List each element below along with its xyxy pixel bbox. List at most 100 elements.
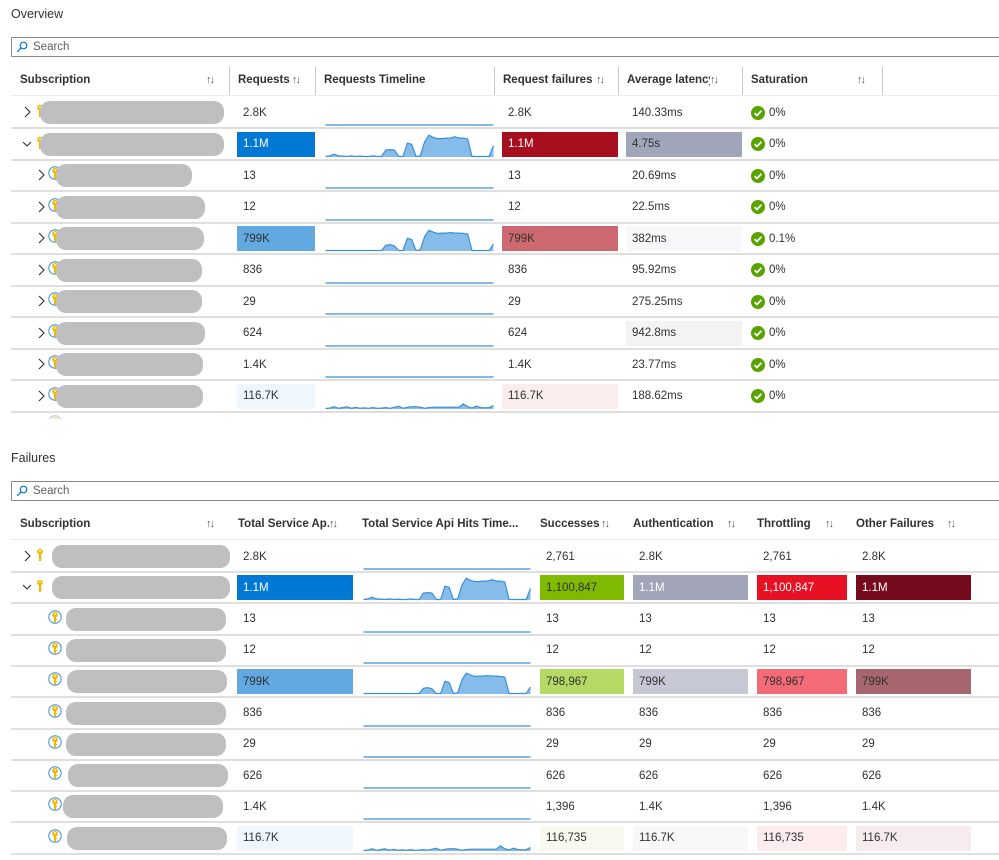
redacted-subscription-name[interactable] <box>66 701 226 725</box>
redacted-subscription-name[interactable] <box>66 607 226 631</box>
column-header-total-service-ap[interactable]: Total Service Ap... ↑↓ <box>229 508 353 539</box>
column-header-subscription[interactable]: Subscription ↑↓ <box>11 508 229 539</box>
sort-icon[interactable]: ↑↓ <box>601 517 610 530</box>
table-row[interactable]: 13 13 20.69ms 0% <box>11 160 999 192</box>
redacted-subscription-name[interactable] <box>52 576 230 600</box>
row-divider <box>11 158 999 161</box>
table-row[interactable]: 2.8K 2.8K 140.33ms 0% <box>11 97 999 129</box>
table-row[interactable]: 836 836 836 836 836 <box>11 698 999 730</box>
successes-value: 12 <box>546 644 559 657</box>
sort-icon[interactable]: ↑↓ <box>857 73 866 86</box>
overview-search-box[interactable] <box>11 37 999 57</box>
column-header-average-latency[interactable]: Average latency ...↑↓ <box>618 64 742 95</box>
column-header-other-failures[interactable]: Other Failures ↑↓ <box>847 508 971 539</box>
table-row[interactable]: 626 626 626 626 626 <box>11 760 999 792</box>
table-row[interactable]: 2.8K 2,761 2.8K 2,761 2.8K <box>11 541 999 573</box>
redacted-subscription-name[interactable] <box>56 353 203 376</box>
failures-search-box[interactable] <box>11 481 999 501</box>
column-resize-handle[interactable] <box>229 67 230 95</box>
sort-icon[interactable]: ↑↓ <box>825 517 834 530</box>
redacted-subscription-name[interactable] <box>40 101 224 124</box>
search-icon <box>12 482 32 500</box>
chevron-right-icon[interactable] <box>36 168 46 182</box>
chevron-right-icon[interactable] <box>36 389 46 403</box>
column-resize-handle[interactable] <box>315 67 316 95</box>
column-header-requests-timeline[interactable]: Requests Timeline <box>315 64 494 95</box>
column-header-requests[interactable]: Requests ↑↓ <box>229 64 315 95</box>
sparkline-area <box>325 134 494 157</box>
column-header-subscription[interactable]: Subscription ↑↓ <box>11 64 229 95</box>
table-row[interactable]: 29 29 275.25ms 0% <box>11 286 999 318</box>
redacted-subscription-name[interactable] <box>56 290 202 313</box>
column-resize-handle[interactable] <box>742 67 743 95</box>
chevron-right-icon[interactable] <box>36 294 46 308</box>
redacted-subscription-name[interactable] <box>40 132 224 156</box>
sort-icon[interactable]: ↑↓ <box>206 517 215 530</box>
column-header-throttling[interactable]: Throttling ↑↓ <box>748 508 847 539</box>
column-header-successes[interactable]: Successes ↑↓ <box>531 508 624 539</box>
request-failures-value: 12 <box>508 201 521 213</box>
chevron-right-icon[interactable] <box>36 231 46 245</box>
redacted-subscription-name[interactable] <box>56 227 204 250</box>
column-header-total-service-api-hits-time[interactable]: Total Service Api Hits Time... <box>353 508 531 539</box>
column-header-request-failures[interactable]: Request failures ↑↓ <box>494 64 618 95</box>
column-resize-handle[interactable] <box>618 67 619 95</box>
redacted-subscription-name[interactable] <box>52 545 230 568</box>
chevron-right-icon[interactable] <box>36 263 46 277</box>
saturation-value: 0% <box>769 390 786 402</box>
check-circle-icon <box>751 326 765 340</box>
table-row[interactable]: 29 29 29 29 29 <box>11 729 999 761</box>
redacted-subscription-name[interactable] <box>66 732 226 756</box>
sort-icon[interactable]: ↑↓ <box>292 73 301 86</box>
table-row[interactable]: 836 836 95.92ms 0% <box>11 255 999 287</box>
sort-icon[interactable]: ↑↓ <box>947 517 956 530</box>
row-divider <box>11 284 999 287</box>
table-row[interactable]: 624 624 942.8ms 0% <box>11 318 999 350</box>
sort-icon[interactable]: ↑↓ <box>710 73 719 86</box>
redacted-subscription-name[interactable] <box>56 164 192 187</box>
chevron-down-icon[interactable] <box>22 137 32 151</box>
chevron-right-icon[interactable] <box>36 326 46 340</box>
redacted-subscription-name[interactable] <box>56 384 203 408</box>
column-resize-handle[interactable] <box>494 67 495 95</box>
table-row[interactable]: 12 12 12 12 12 <box>11 635 999 667</box>
table-row[interactable]: 1.1M 1,100,847 1.1M 1,100,847 1.1M <box>11 572 999 604</box>
redacted-subscription-name[interactable] <box>63 795 223 819</box>
chevron-right-icon[interactable] <box>22 105 32 119</box>
chevron-down-icon[interactable] <box>22 580 32 594</box>
chevron-right-icon[interactable] <box>36 357 46 371</box>
sort-icon[interactable]: ↑↓ <box>206 73 215 86</box>
request-failures-value: 836 <box>508 264 528 276</box>
average-latency-value: 275.25ms <box>632 295 683 308</box>
table-row[interactable]: 1.4K 1,396 1.4K 1,396 1.4K <box>11 791 999 823</box>
failures-search-input[interactable] <box>32 483 999 499</box>
redacted-subscription-name[interactable] <box>66 638 226 662</box>
table-row[interactable]: 1.1M 1.1M 4.75s 0% <box>11 129 999 161</box>
redacted-subscription-name[interactable] <box>67 826 227 850</box>
column-resize-handle[interactable] <box>882 67 883 95</box>
redacted-subscription-name[interactable] <box>68 764 228 788</box>
column-header-authentication[interactable]: Authentication ↑↓ <box>624 508 748 539</box>
redacted-subscription-name[interactable] <box>67 670 227 694</box>
chevron-right-icon[interactable] <box>36 200 46 214</box>
redacted-subscription-name[interactable] <box>56 321 205 345</box>
table-row[interactable]: 1.4K 1.4K 23.77ms 0% <box>11 349 999 381</box>
table-row[interactable]: 799K 799K 382ms 0.1% <box>11 223 999 255</box>
sort-icon[interactable]: ↑↓ <box>727 517 736 530</box>
chevron-right-icon[interactable] <box>22 549 32 563</box>
column-header-saturation[interactable]: Saturation ↑↓ <box>742 64 882 95</box>
table-row[interactable]: 13 13 13 13 13 <box>11 604 999 636</box>
authentication-value: 799K <box>633 669 748 695</box>
redacted-subscription-name[interactable] <box>56 195 205 219</box>
redacted-subscription-name[interactable] <box>56 258 202 282</box>
overview-search-input[interactable] <box>32 39 999 55</box>
table-row[interactable]: 12 12 22.5ms 0% <box>11 192 999 224</box>
average-latency-value: 23.77ms <box>632 358 677 371</box>
table-row[interactable]: 116.7K 116.7K 188.62ms 0% <box>11 381 999 413</box>
table-row[interactable]: 116.7K 116,735 116.7K 116,735 116.7K <box>11 823 999 855</box>
row-divider <box>11 253 999 255</box>
sort-icon[interactable]: ↑↓ <box>329 517 338 530</box>
table-row[interactable]: 799K 798,967 799K 798,967 799K <box>11 666 999 698</box>
successes-value: 1,100,847 <box>540 575 624 601</box>
sort-icon[interactable]: ↑↓ <box>596 73 605 86</box>
